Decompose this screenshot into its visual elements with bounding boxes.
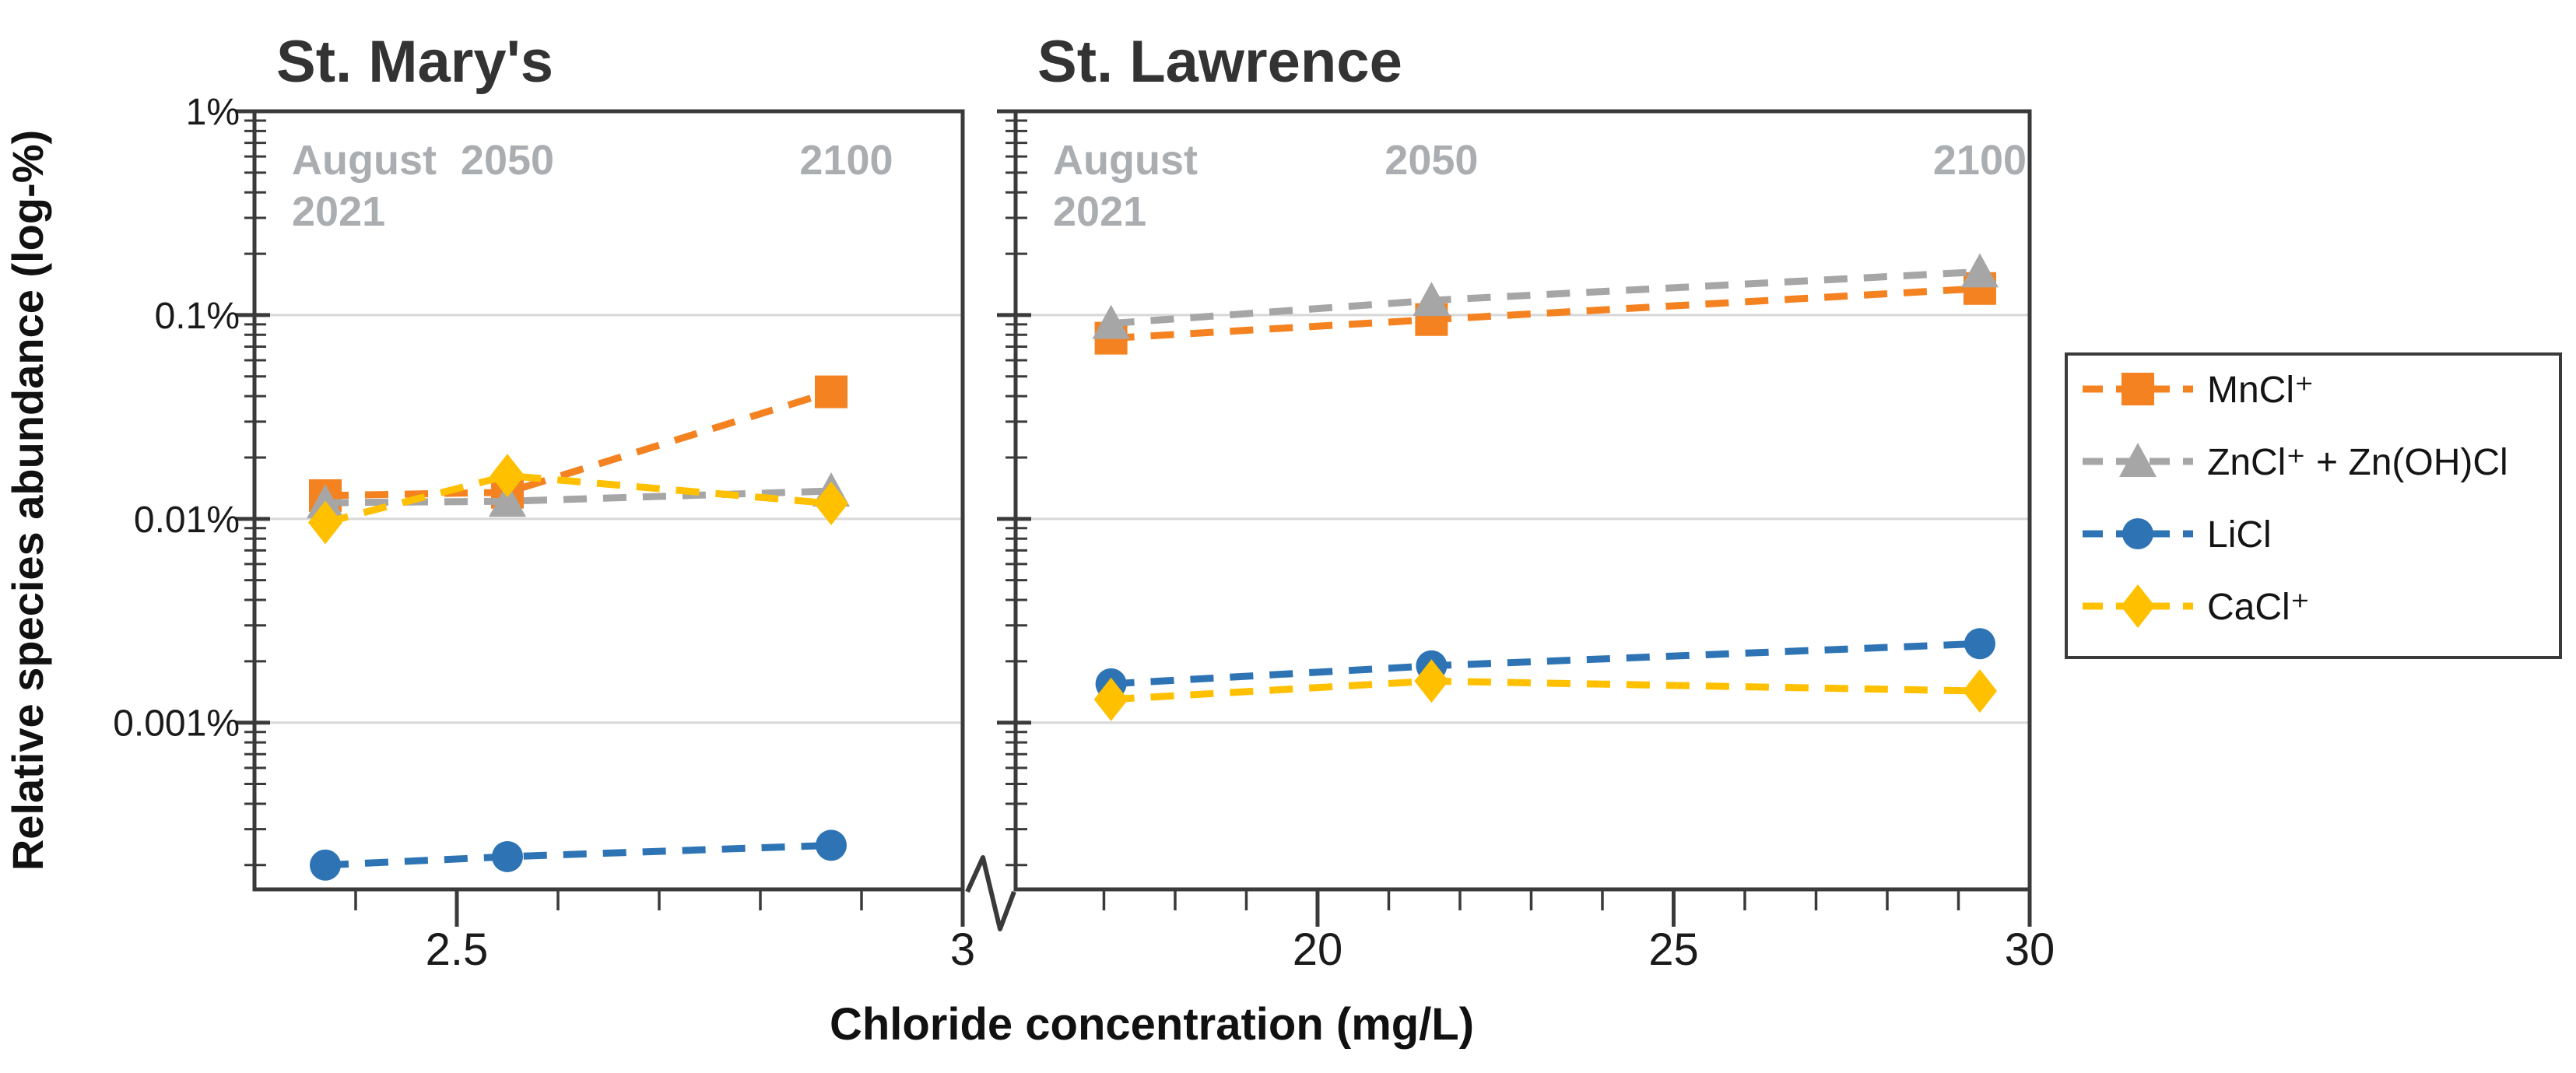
x-tick-label: 25 bbox=[1648, 924, 1699, 975]
circle-marker-icon bbox=[492, 840, 523, 872]
legend-label: LiCl bbox=[2207, 514, 2272, 556]
legend-entry-licl: LiCl bbox=[2083, 514, 2272, 556]
annotation-text: 2021 bbox=[292, 188, 385, 235]
annotation-text: 2050 bbox=[1385, 137, 1478, 184]
series-cacl bbox=[308, 454, 848, 545]
legend: MnCl⁺ ZnCl⁺ + Zn(OH)Cl LiCl CaCl⁺ bbox=[2065, 352, 2562, 659]
plot-frame bbox=[252, 109, 965, 892]
series-line-circle bbox=[325, 841, 832, 869]
x-tick-label: 20 bbox=[1293, 924, 1343, 975]
x-tick-label: 30 bbox=[2005, 924, 2055, 975]
annotation-2100: 2100 bbox=[799, 137, 893, 184]
triangle-marker-icon bbox=[1960, 253, 1999, 288]
square-marker-icon bbox=[2122, 373, 2154, 405]
diamond-marker-icon bbox=[1414, 659, 1449, 703]
annotation-2050: 2050 bbox=[461, 137, 554, 184]
plot-frame bbox=[1013, 109, 2032, 892]
annotation-text: 2100 bbox=[799, 137, 893, 184]
panel-title: St. Mary's bbox=[276, 29, 553, 95]
annotation-text: 2021 bbox=[1053, 188, 1146, 235]
triangle-marker-icon bbox=[1092, 304, 1130, 339]
y-tick-label: 0.01% bbox=[134, 500, 240, 541]
annotation-text: August bbox=[292, 137, 437, 184]
series-line-square bbox=[325, 388, 833, 500]
panel-title: St. Lawrence bbox=[1037, 29, 1402, 95]
diamond-marker-icon bbox=[308, 500, 342, 545]
diamond-marker-icon bbox=[2121, 584, 2155, 628]
diamond-marker-icon bbox=[814, 482, 848, 526]
triangle-marker-icon bbox=[2119, 443, 2157, 477]
circle-marker-icon bbox=[2122, 518, 2153, 549]
diamond-marker-icon bbox=[490, 454, 525, 498]
legend-entry-zncl-zn-oh-cl: ZnCl⁺ + Zn(OH)Cl bbox=[2083, 442, 2508, 483]
legend-label: ZnCl⁺ + Zn(OH)Cl bbox=[2207, 442, 2508, 483]
series-cacl bbox=[1093, 659, 1997, 721]
circle-marker-icon bbox=[1964, 628, 1995, 660]
series-licl bbox=[310, 829, 847, 881]
series-zncl-zn-oh-cl bbox=[1092, 253, 1999, 339]
legend-entry-mncl: MnCl⁺ bbox=[2083, 370, 2314, 411]
diamond-marker-icon bbox=[1962, 669, 1997, 714]
diamond-marker-icon bbox=[1093, 677, 1128, 721]
square-marker-icon bbox=[815, 375, 848, 409]
circle-marker-icon bbox=[310, 849, 341, 881]
triangle-marker-icon bbox=[489, 482, 526, 517]
x-tick-label: 2.5 bbox=[426, 924, 489, 975]
x-tick-label: 3 bbox=[950, 924, 975, 975]
annotation-text: August bbox=[1053, 137, 1198, 184]
annotation-text: 2050 bbox=[461, 137, 554, 184]
y-tick-label: 0.1% bbox=[155, 296, 240, 337]
circle-marker-icon bbox=[816, 829, 847, 861]
annotation-2050: 2050 bbox=[1385, 137, 1478, 184]
y-tick-label: 1% bbox=[186, 92, 240, 133]
annotation-text: 2100 bbox=[1933, 137, 2027, 184]
legend-label: MnCl⁺ bbox=[2207, 370, 2314, 411]
legend-entry-cacl: CaCl⁺ bbox=[2083, 584, 2310, 628]
annotation-2100: 2100 bbox=[1933, 137, 2027, 184]
legend-label: CaCl⁺ bbox=[2207, 587, 2310, 628]
y-tick-label: 0.001% bbox=[113, 703, 240, 745]
triangle-marker-icon bbox=[1413, 282, 1451, 317]
y-axis-title: Relative species abundance (log-%) bbox=[3, 130, 52, 871]
x-axis-title: Chloride concentration (mg/L) bbox=[830, 999, 1474, 1050]
series-line-diamond bbox=[324, 472, 832, 526]
axis-break-icon bbox=[965, 855, 1016, 931]
